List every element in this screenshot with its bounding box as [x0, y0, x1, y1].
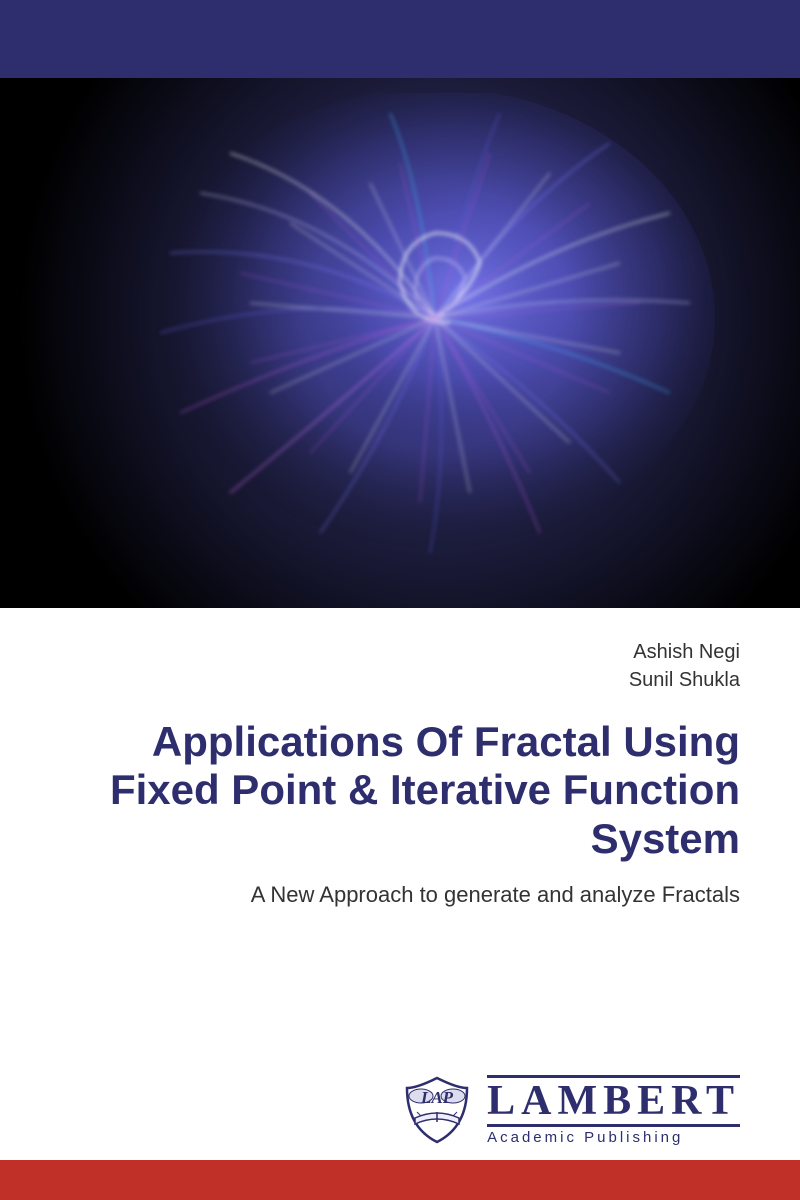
publisher-name: LAMBERT	[487, 1075, 740, 1127]
publisher-logo-icon: LAP	[401, 1074, 473, 1146]
publisher-text: LAMBERT Academic Publishing	[487, 1075, 740, 1146]
book-subtitle: A New Approach to generate and analyze F…	[60, 881, 740, 910]
author-1: Ashish Negi	[60, 638, 740, 666]
publisher-block: LAP LAMBERT Academic Publishing	[401, 1074, 740, 1146]
publisher-tagline: Academic Publishing	[487, 1129, 740, 1146]
book-title: Applications Of Fractal Using Fixed Poin…	[60, 718, 740, 863]
bottom-color-band	[0, 1160, 800, 1200]
author-names: Ashish Negi Sunil Shukla	[60, 638, 740, 694]
text-block: Ashish Negi Sunil Shukla Applications Of…	[0, 608, 800, 909]
top-color-band	[0, 0, 800, 78]
cover-artwork	[0, 78, 800, 608]
fractal-spiral-icon	[50, 93, 750, 593]
svg-text:LAP: LAP	[420, 1088, 454, 1107]
author-2: Sunil Shukla	[60, 666, 740, 694]
